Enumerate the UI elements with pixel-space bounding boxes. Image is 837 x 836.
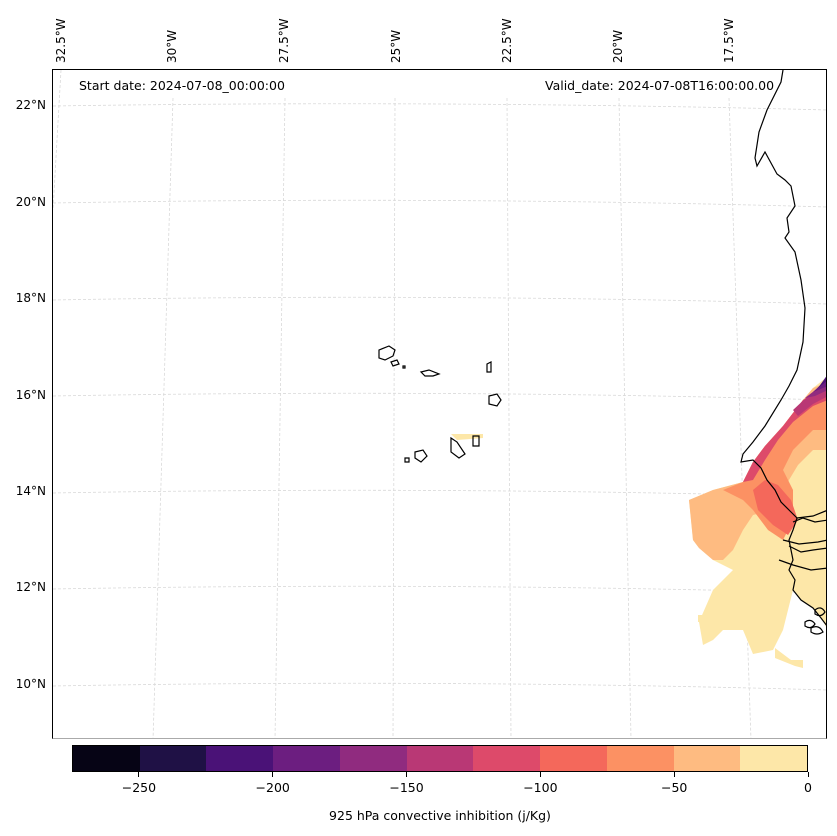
lon-label-27.5w: 27.5°W: [277, 18, 291, 63]
coastlines: [378, 70, 826, 635]
gridline-lon-30: [152, 97, 174, 738]
cin-contour-region: [753, 480, 798, 535]
lon-label-22.5w: 22.5°W: [500, 18, 514, 63]
colorbar-tick-label: 0: [804, 780, 812, 795]
colorbar-tick-label: −150: [389, 780, 424, 795]
colorbar-tick: [272, 772, 274, 777]
coastline-bijagos-2: [804, 619, 816, 629]
cin-contour-region: [775, 648, 803, 668]
colorbar-segment: [740, 746, 808, 771]
colorbar-segment: [406, 746, 474, 771]
colorbar-segment: [139, 746, 207, 771]
coastline-bijagos-3: [810, 626, 824, 635]
cin-contour-region: [723, 390, 826, 540]
gridline-lat-20: [53, 199, 826, 208]
gridlines: [53, 70, 826, 738]
island-santiago: [450, 436, 466, 459]
colorbar-segment: [339, 746, 407, 771]
colorbar-tick-label: −250: [121, 780, 157, 795]
colorbar-tick: [539, 772, 541, 777]
island-brava: [404, 457, 410, 463]
gridline-lat-12: [53, 585, 826, 594]
gridline-lat-18: [53, 296, 826, 305]
gridline-lon-17.5: [728, 97, 752, 738]
valid-date-label: Valid_date: 2024-07-08T16:00:00.00: [545, 78, 775, 93]
coastline-casamance: [788, 545, 826, 553]
gridline-lon-27.5: [274, 97, 286, 738]
lat-label-16n: 16°N: [15, 388, 46, 402]
colorbar-tick: [673, 772, 675, 777]
start-date-label: Start date: 2024-07-08_00:00:00: [79, 78, 285, 93]
colorbar-tick-label: −100: [523, 780, 558, 795]
gridline-lat-14: [53, 489, 826, 498]
lon-label-30w: 30°W: [165, 29, 179, 63]
cin-contour-region: [451, 434, 483, 440]
gridline-lon-32.5: [53, 70, 62, 211]
lat-label-10n: 10°N: [15, 677, 46, 691]
lon-label-32.5w: 32.5°W: [54, 18, 68, 63]
gridline-lat-22: [53, 103, 826, 111]
gridline-lat-10: [53, 682, 826, 691]
colorbar: [72, 745, 808, 772]
cin-contour-region: [743, 388, 826, 482]
colorbar-tick-label: −200: [255, 780, 290, 795]
lon-label-20w: 20°W: [611, 29, 625, 63]
coastline-gambia-river: [792, 517, 826, 523]
lon-label-25w: 25°W: [389, 29, 403, 63]
colorbar-segment: [606, 746, 674, 771]
border-senegal-south: [782, 539, 826, 545]
island-sao-nicolau: [419, 369, 441, 377]
colorbar-segment: [206, 746, 274, 771]
colorbar-tick-label: −50: [660, 780, 688, 795]
island-santo-antao: [378, 345, 396, 361]
cin-contour-region: [698, 615, 718, 622]
gridline-lon-22.5: [506, 97, 512, 738]
map-canvas: [53, 70, 826, 738]
island-fogo: [414, 449, 428, 463]
gridline-lat-16: [53, 392, 826, 401]
coastline-bijagos-1: [814, 607, 826, 617]
island-santa-luzia: [402, 365, 406, 369]
coastline-guinea-bissau: [778, 559, 826, 571]
border-senegal-north: [796, 510, 826, 519]
lat-label-14n: 14°N: [15, 484, 46, 498]
cin-contour-field: [451, 376, 826, 668]
island-sal: [486, 361, 492, 373]
colorbar-segment: [473, 746, 541, 771]
colorbar-segment: [273, 746, 340, 771]
lat-label-20n: 20°N: [15, 195, 46, 209]
island-boa-vista: [488, 393, 502, 407]
lat-label-22n: 22°N: [15, 98, 46, 112]
gridline-lon-20: [618, 97, 632, 738]
lon-label-17.5w: 17.5°W: [722, 18, 736, 63]
colorbar-segment: [540, 746, 607, 771]
colorbar-tick: [807, 772, 809, 777]
colorbar-title: 925 hPa convective inhibition (j/Kg): [329, 808, 551, 823]
island-sao-vicente: [390, 359, 400, 367]
map-area[interactable]: [52, 69, 827, 739]
colorbar-segment: [73, 746, 140, 771]
colorbar-tick: [138, 772, 140, 777]
colorbar-segment: [673, 746, 741, 771]
lat-label-18n: 18°N: [15, 291, 46, 305]
gridline-lon-25: [392, 97, 396, 738]
cin-contour-region: [813, 379, 826, 392]
lat-label-12n: 12°N: [15, 580, 46, 594]
island-maio: [472, 435, 480, 447]
colorbar-tick: [406, 772, 408, 777]
cin-contour-region: [818, 376, 826, 388]
coastline-africa: [740, 70, 826, 626]
